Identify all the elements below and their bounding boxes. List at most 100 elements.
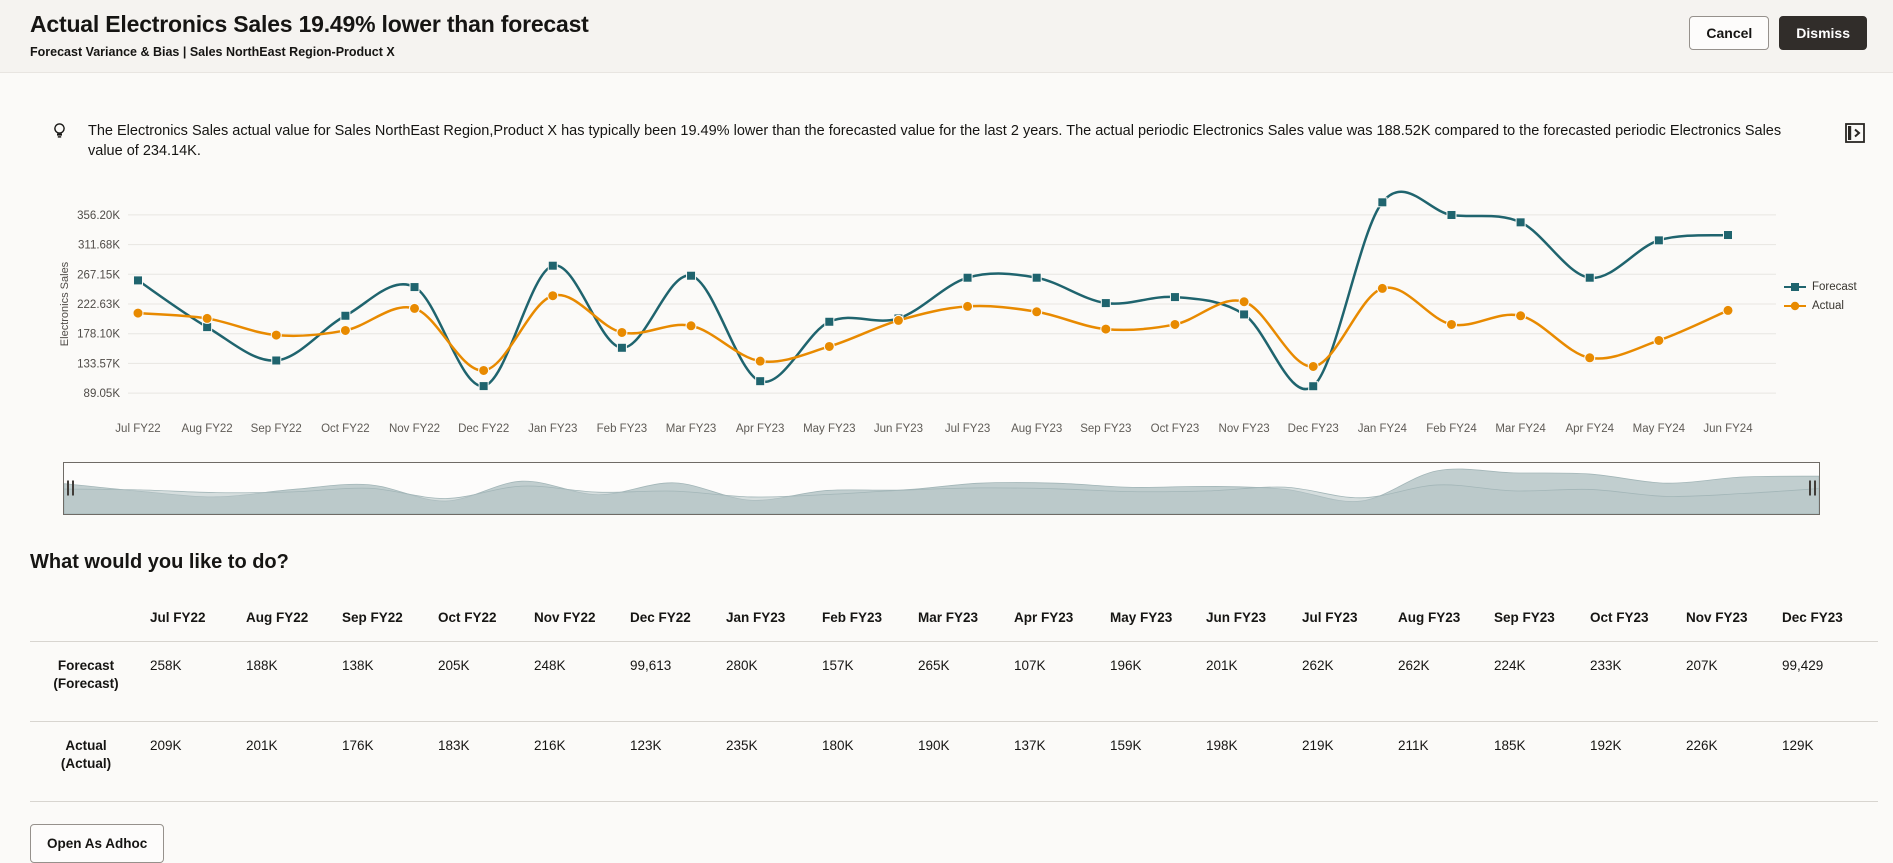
data-point-forecast[interactable] [1308,380,1319,391]
row-header: Actual (Actual) [60,738,112,772]
data-point-actual[interactable] [409,302,421,314]
expand-panel-icon[interactable] [1845,123,1865,143]
data-point-actual[interactable] [1584,351,1596,363]
data-point-forecast[interactable] [1169,291,1180,302]
x-axis-tick-label: Feb FY23 [597,423,648,435]
column-header: Sep FY22 [342,609,403,625]
data-point-forecast[interactable] [1239,309,1250,320]
data-point-actual[interactable] [962,300,974,312]
table-cell: 99,429 [1782,657,1824,673]
column-header: Oct FY23 [1590,609,1649,625]
table-cell: 185K [1494,738,1526,754]
data-point-actual[interactable] [1100,323,1112,335]
range-slider[interactable] [63,461,1820,515]
table-cell: 262K [1302,657,1334,673]
data-point-actual[interactable] [754,355,766,367]
data-point-forecast[interactable] [1723,229,1733,240]
data-point-actual[interactable] [892,314,904,326]
legend-item-forecast[interactable]: Forecast [1784,281,1884,293]
range-slider-right-handle[interactable] [1809,480,1816,496]
table-cell: 196K [1110,657,1142,673]
data-point-actual[interactable] [1376,282,1388,294]
data-point-actual[interactable] [547,289,559,301]
table-cell: 123K [630,738,662,754]
data-table: Jul FY22 Aug FY22 Sep FY22 Oct FY22 Nov FY22… [30,596,1878,803]
table-corner-cell [30,596,150,642]
y-axis-tick-label: 267.15K [77,269,120,281]
data-point-actual[interactable] [1445,318,1457,330]
column-header: Aug FY23 [1398,609,1461,625]
data-point-forecast[interactable] [686,270,697,281]
table-cell: 235K [726,738,758,754]
legend-label: Actual [1812,300,1844,313]
header-actions: Cancel Dismiss [1689,16,1867,50]
data-point-actual[interactable] [1515,309,1527,321]
data-point-forecast[interactable] [1515,216,1526,227]
table-cell: 190K [918,738,950,754]
range-slider-left-handle[interactable] [67,480,74,496]
data-point-forecast[interactable] [202,321,213,332]
data-point-forecast[interactable] [755,375,766,386]
data-point-forecast[interactable] [340,310,351,321]
data-point-forecast[interactable] [1446,209,1457,220]
data-point-forecast[interactable] [962,272,973,283]
chart-row: 356.20K 311.68K 267.15K 222.63K 178.10K 133.5… [28,184,1893,450]
data-point-actual[interactable] [478,364,490,376]
cancel-button[interactable]: Cancel [1689,16,1770,50]
data-point-actual[interactable] [1653,334,1665,346]
data-point-forecast[interactable] [824,316,835,327]
data-point-forecast[interactable] [478,380,489,391]
data-point-forecast[interactable] [547,260,558,271]
column-header: Nov FY23 [1686,609,1748,625]
data-point-forecast[interactable] [1584,272,1595,283]
insight-bulb-icon [52,122,67,139]
data-point-forecast[interactable] [1653,234,1664,245]
data-point-actual[interactable] [1238,295,1250,307]
y-axis-tick-label: 133.57K [77,358,120,370]
table-cell: 201K [246,738,278,754]
column-header: Jan FY23 [726,609,786,625]
series-line-actual [136,285,1730,372]
data-point-forecast[interactable] [616,342,627,353]
x-axis-tick-label: Jun FY23 [874,423,923,435]
data-point-actual[interactable] [201,312,213,324]
data-point-forecast[interactable] [409,281,420,292]
breadcrumb: Forecast Variance & Bias | Sales NorthEa… [30,45,395,59]
data-point-actual[interactable] [339,324,351,336]
x-axis-tick-label: Jan FY23 [528,423,577,435]
y-axis-tick-label: 89.05K [84,388,121,400]
data-point-forecast[interactable] [1100,297,1111,308]
data-point-forecast[interactable] [1031,272,1042,283]
data-point-actual[interactable] [616,326,628,338]
legend-item-actual[interactable]: Actual [1784,300,1884,312]
table-cell: 265K [918,657,950,673]
data-point-forecast[interactable] [271,355,282,366]
data-point-actual[interactable] [823,340,835,352]
forecast-actual-line-chart: 356.20K 311.68K 267.15K 222.63K 178.10K 133.5… [59,190,1776,435]
data-point-actual[interactable] [132,307,144,319]
dismiss-button[interactable]: Dismiss [1779,16,1867,50]
actions-heading: What would you like to do? [30,550,289,573]
data-point-actual[interactable] [685,319,697,331]
square-marker-icon [1784,283,1806,292]
data-point-actual[interactable] [1169,318,1181,330]
open-as-adhoc-button[interactable]: Open As Adhoc [30,824,165,863]
page-title: Actual Electronics Sales 19.49% lower th… [30,11,589,37]
data-point-actual[interactable] [1307,360,1319,372]
table-cell: 209K [150,738,182,754]
column-header: Jun FY23 [1206,609,1267,625]
table-cell: 198K [1206,738,1238,754]
data-point-forecast[interactable] [133,274,143,285]
column-header: Oct FY22 [438,609,497,625]
data-point-actual[interactable] [1722,304,1734,316]
table-cell: 192K [1590,738,1622,754]
data-point-forecast[interactable] [1377,196,1388,207]
data-point-actual[interactable] [270,329,282,341]
legend-label: Forecast [1812,281,1857,294]
data-point-actual[interactable] [1031,305,1043,317]
header: Actual Electronics Sales 19.49% lower th… [0,0,1893,73]
x-axis-tick-label: Apr FY23 [736,423,785,435]
x-axis-tick-label: Oct FY22 [321,423,370,435]
column-header: Apr FY23 [1014,609,1074,625]
insight-content: The Electronics Sales actual value for S… [0,121,1893,863]
